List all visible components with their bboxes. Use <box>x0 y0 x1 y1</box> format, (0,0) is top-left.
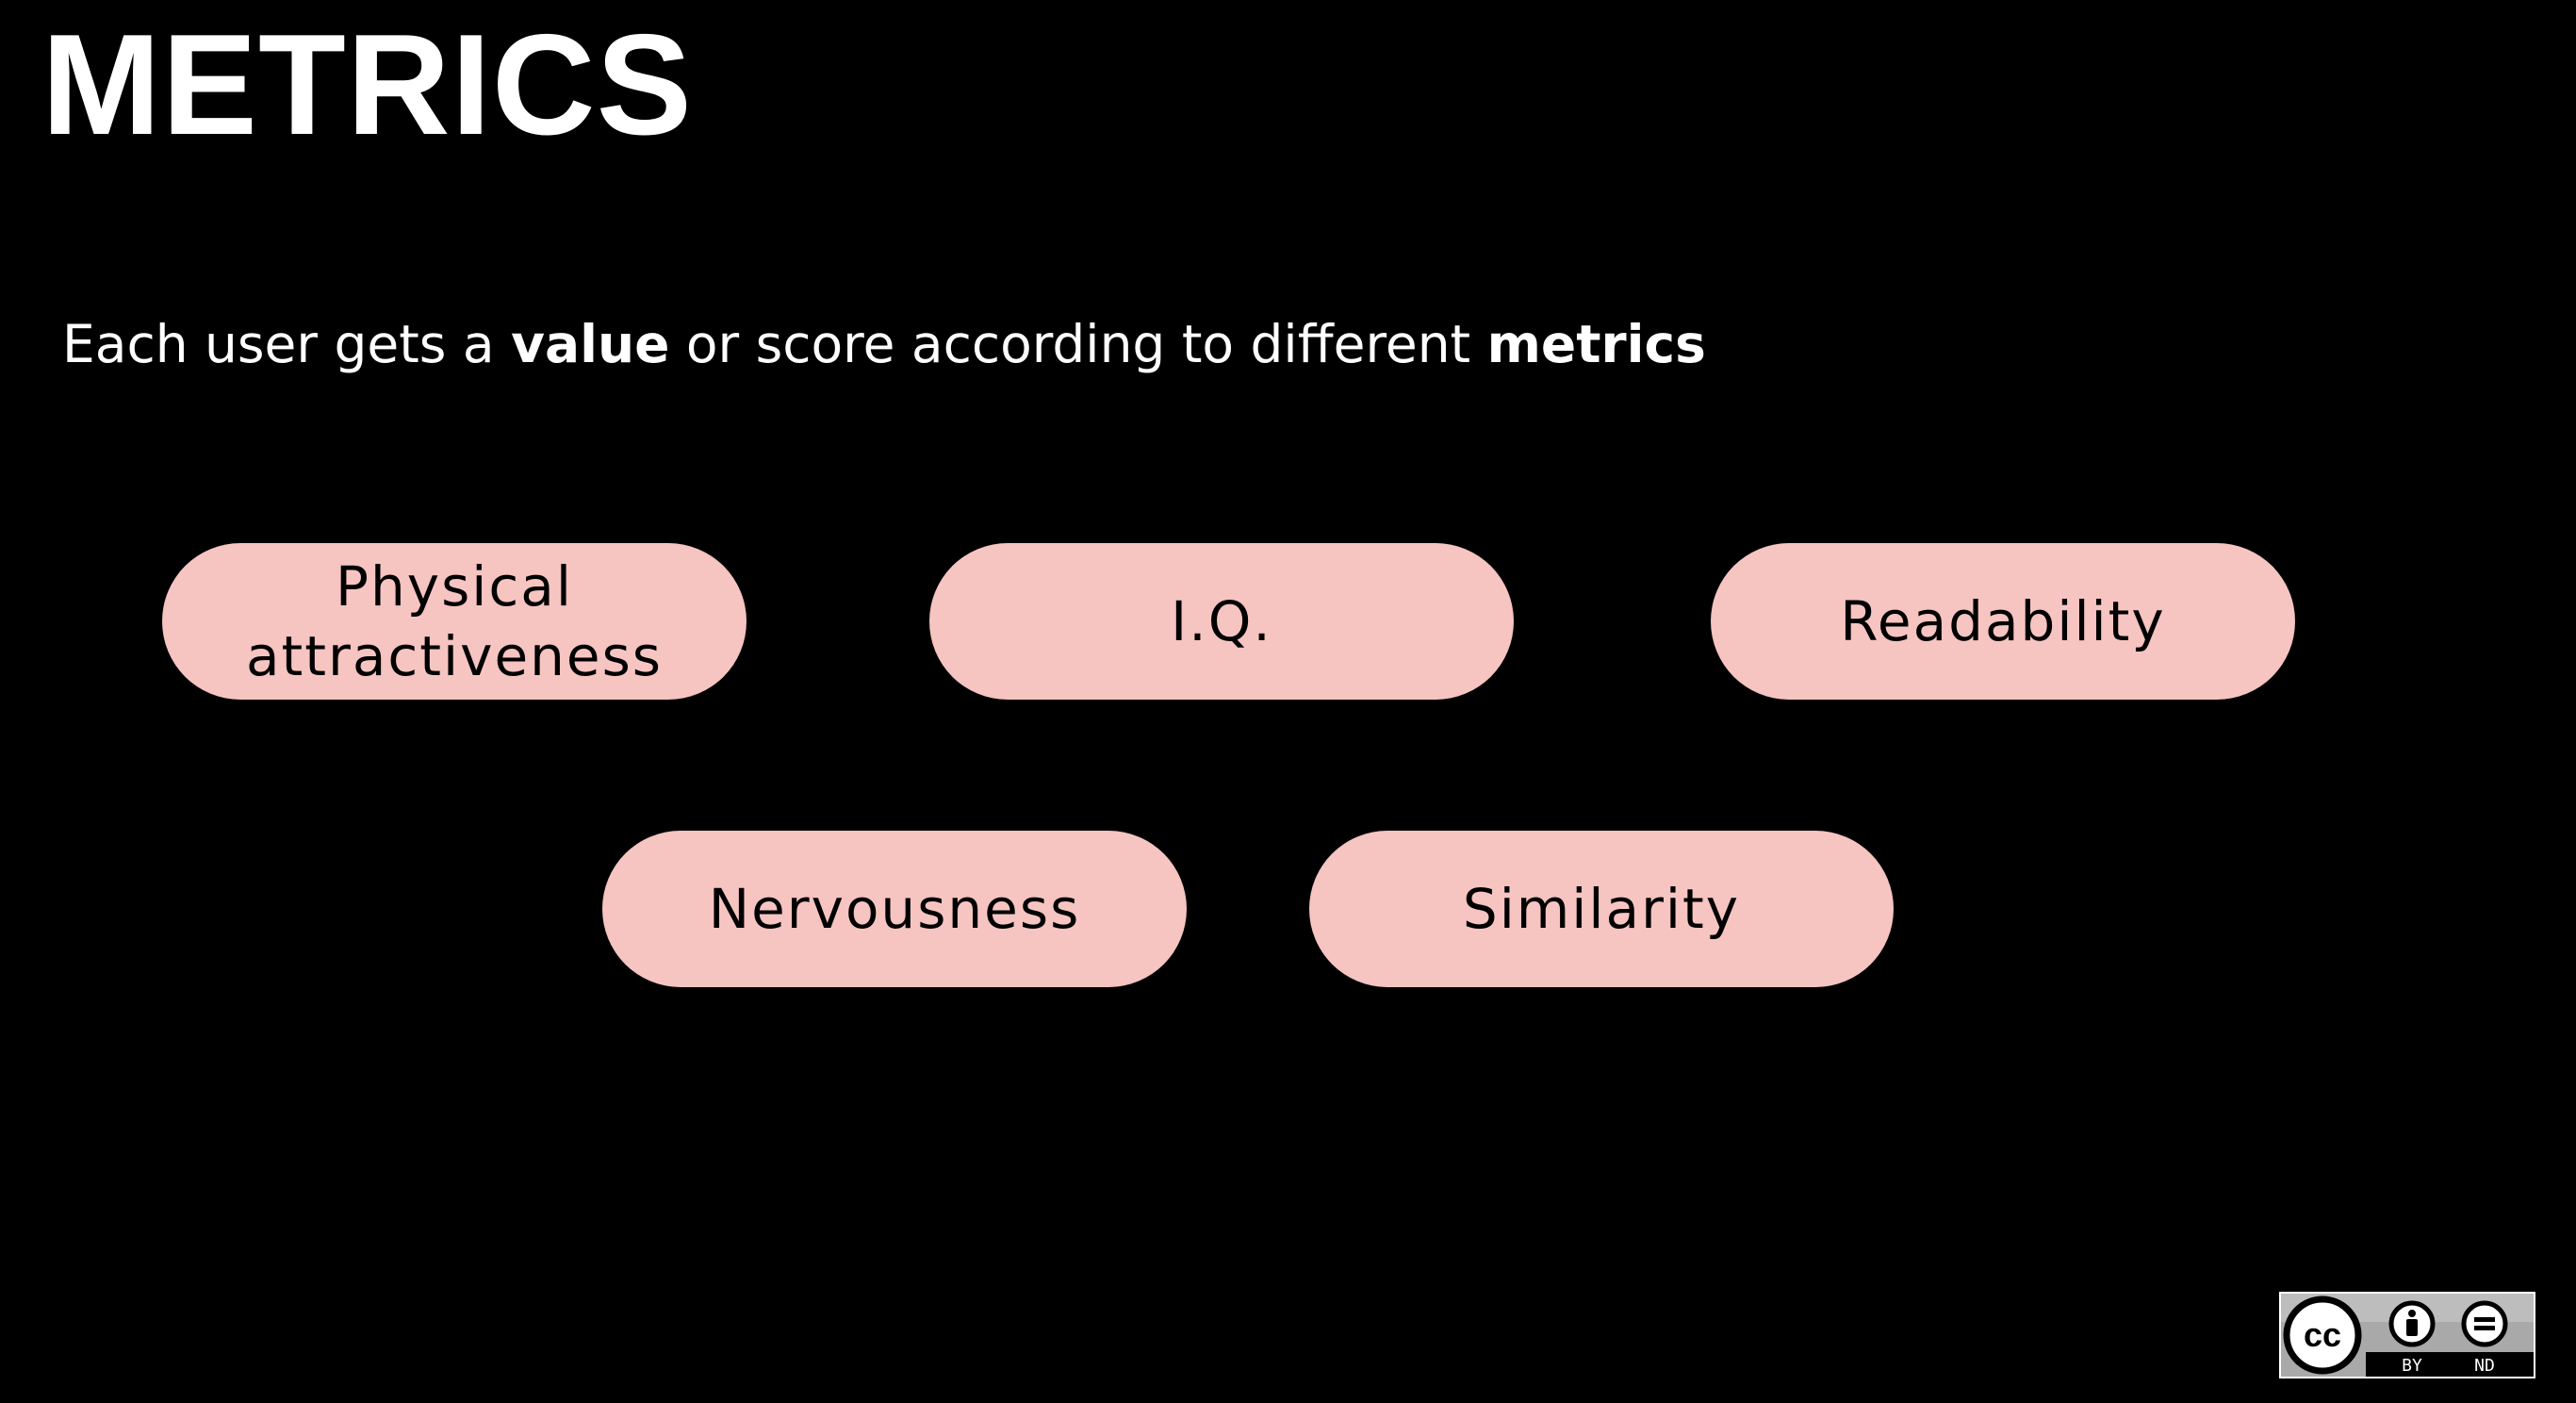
subtitle-text-2: or score according to different <box>669 314 1487 374</box>
metric-readability: Readability <box>1711 543 2295 700</box>
metric-label: Nervousness <box>708 877 1081 941</box>
metric-label: Similarity <box>1462 877 1741 941</box>
metric-similarity: Similarity <box>1309 831 1894 987</box>
slide-title: METRICS <box>41 5 693 165</box>
license-by-label: BY <box>2402 1356 2422 1376</box>
license-nd-label: ND <box>2474 1356 2495 1376</box>
metric-iq: I.Q. <box>929 543 1514 700</box>
metric-nervousness: Nervousness <box>602 831 1187 987</box>
metric-label-line1: Physical <box>336 554 573 619</box>
slide-subtitle: Each user gets a value or score accordin… <box>62 311 1706 377</box>
metric-label: Readability <box>1840 589 2166 653</box>
metric-label: I.Q. <box>1171 589 1272 653</box>
metric-physical-attractiveness: Physical attractiveness <box>162 543 747 700</box>
cc-license-badge: cc BY ND <box>2279 1292 2535 1378</box>
metric-label-line2: attractiveness <box>245 624 664 688</box>
subtitle-bold-metrics: metrics <box>1486 314 1706 374</box>
attribution-icon <box>2388 1300 2436 1347</box>
cc-icon-text: cc <box>2304 1315 2341 1354</box>
cc-icon: cc <box>2283 1296 2362 1375</box>
noderivatives-icon <box>2461 1300 2508 1347</box>
subtitle-text-1: Each user gets a <box>62 314 512 374</box>
subtitle-bold-value: value <box>511 314 670 374</box>
